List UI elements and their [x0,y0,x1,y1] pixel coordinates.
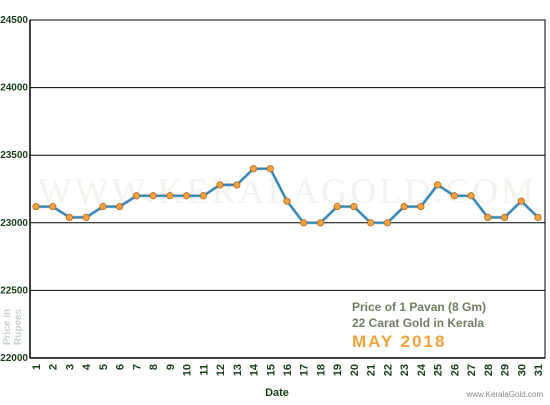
data-point-8 [149,192,157,200]
x-tick-label-3: 3 [64,364,76,370]
data-point-18 [316,219,325,227]
x-tick-label-20: 20 [349,364,361,376]
x-tick-label-13: 13 [232,364,244,376]
x-tick-label-5: 5 [98,364,110,370]
y-tick-label-22000: 22000 [0,353,28,364]
data-point-10 [183,192,191,200]
data-point-29 [500,213,509,221]
y-tick-label-23500: 23500 [0,150,28,161]
data-point-22 [383,219,391,227]
data-point-2 [49,202,57,211]
data-point-4 [82,213,90,221]
x-tick-label-23: 23 [399,364,411,376]
x-tick-label-29: 29 [500,364,512,376]
x-tick-label-4: 4 [81,363,93,370]
x-tick-label-8: 8 [148,364,160,370]
website-credit: www.KeralaGold.com [466,390,544,399]
y-tick-label-24500: 24500 [0,15,28,26]
data-point-7 [132,192,140,200]
x-tick-label-15: 15 [265,364,277,376]
annotation-line2: 22 Carat Gold in Kerala [352,316,484,330]
data-point-26 [450,192,458,200]
x-tick-label-19: 19 [332,364,344,376]
data-point-24 [417,202,425,211]
x-tick-label-21: 21 [366,364,378,376]
data-point-19 [333,202,341,211]
data-point-5 [99,202,107,211]
x-tick-label-28: 28 [483,364,495,376]
data-point-23 [400,202,408,211]
y-axis-label-line2: Rupees [13,308,24,345]
x-tick-label-30: 30 [516,364,528,376]
y-tick-label-24000: 24000 [0,83,28,94]
x-tick-label-24: 24 [416,363,428,376]
data-point-13 [233,181,241,189]
x-tick-label-31: 31 [533,364,545,376]
data-point-14 [249,165,258,173]
data-point-27 [467,192,475,200]
annotation-line1: Price of 1 Pavan (8 Gm) [352,300,486,314]
x-axis-label: Date [265,387,289,399]
x-tick-label-25: 25 [433,364,445,376]
x-tick-label-6: 6 [115,364,127,370]
x-tick-label-2: 2 [48,364,60,370]
data-point-9 [166,192,174,200]
data-point-1 [32,202,40,211]
x-tick-label-22: 22 [382,364,394,376]
data-point-21 [367,219,375,227]
x-tick-label-7: 7 [131,364,143,370]
data-point-31 [534,213,542,221]
x-tick-label-11: 11 [198,364,210,376]
data-point-25 [433,181,442,189]
y-tick-label-23000: 23000 [0,218,28,229]
data-point-6 [116,202,124,211]
data-point-16 [283,197,291,205]
x-tick-label-26: 26 [449,364,461,376]
x-tick-label-16: 16 [282,364,294,376]
x-tick-label-9: 9 [165,364,177,370]
y-tick-label-22500: 22500 [0,285,28,296]
y-axis-label: Price in [2,309,13,345]
data-point-11 [199,192,207,200]
x-tick-label-27: 27 [466,364,478,376]
data-point-3 [65,213,74,221]
annotation-month: MAY 2018 [352,332,446,351]
x-tick-label-18: 18 [315,364,327,376]
x-tick-label-10: 10 [182,364,194,376]
data-point-28 [484,213,492,221]
x-tick-label-17: 17 [299,364,311,376]
data-point-20 [350,202,358,211]
data-point-30 [517,197,525,205]
x-tick-label-14: 14 [249,363,261,376]
x-tick-label-12: 12 [215,364,227,376]
data-point-12 [216,181,224,189]
x-tick-label-1: 1 [31,364,43,370]
data-point-17 [300,219,308,227]
data-point-15 [266,165,274,173]
